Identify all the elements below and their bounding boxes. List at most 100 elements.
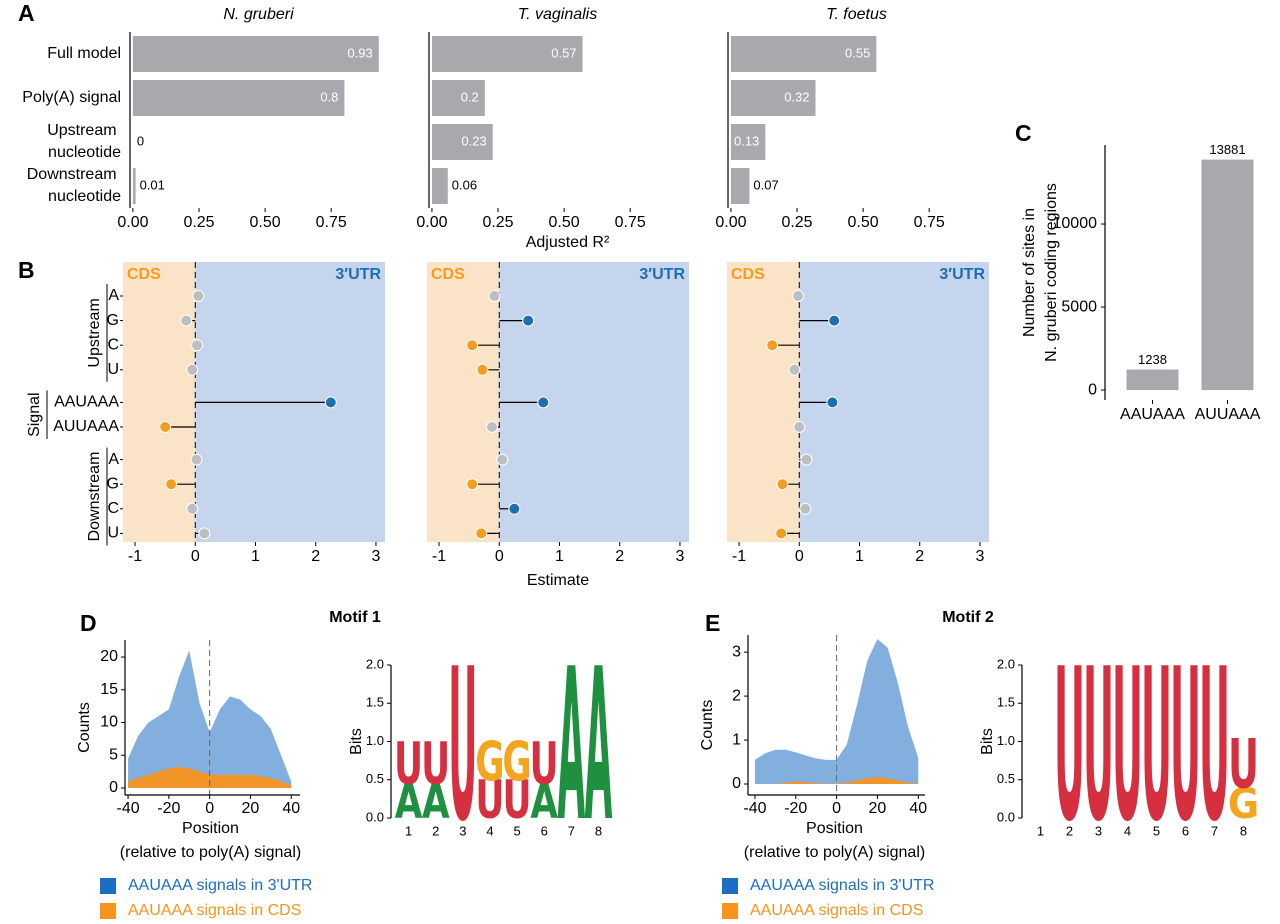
x-tick-label: -1: [432, 548, 446, 565]
bar: [431, 168, 448, 204]
point: [466, 339, 479, 352]
chart-title: Motif 2: [942, 609, 994, 626]
x-tick-label: 6: [1182, 823, 1189, 838]
x-tick-label: 3: [459, 823, 466, 838]
density-area: [754, 777, 919, 785]
bar: [431, 36, 583, 72]
x-tick-label: 4: [486, 823, 493, 838]
legend-label: AAUAAA signals in 3'UTR: [128, 877, 312, 894]
y-axis-title: Bits: [979, 728, 996, 755]
x-tick-label: 0: [832, 800, 841, 817]
y-tick-label: U: [107, 361, 119, 378]
y-tick-label: 10: [100, 714, 118, 731]
y-tick-label: 0: [1088, 381, 1097, 398]
x-tick-label: 1: [555, 548, 564, 565]
logo-letter: U: [1054, 623, 1085, 868]
logo-letter: A: [395, 774, 423, 829]
x-tick-label: 6: [541, 823, 548, 838]
panel-label: C: [1015, 120, 1032, 146]
bar: [132, 168, 136, 204]
x-tick-label: 7: [568, 823, 575, 838]
y-tick-label: C: [107, 336, 119, 353]
x-tick-label: 2: [615, 548, 624, 565]
region: [427, 262, 500, 542]
x-tick-label: 5: [513, 823, 520, 838]
point: [475, 527, 488, 540]
value-label: 1238: [1138, 352, 1167, 367]
bar: [431, 80, 485, 116]
point: [488, 290, 501, 302]
x-tick-label: 0: [191, 548, 200, 565]
point: [159, 421, 172, 433]
y-tick-label: 1.5: [997, 695, 1015, 710]
point: [508, 502, 521, 515]
y-tick-label: 0.0: [997, 809, 1015, 824]
x-tick-label: 0: [495, 548, 504, 565]
x-axis-title: (relative to poly(A) signal): [120, 844, 301, 861]
point: [165, 478, 178, 491]
value-label: 0.57: [551, 45, 576, 60]
point: [792, 290, 805, 302]
x-tick-label: 1: [855, 548, 864, 565]
y-tick-label: 15: [100, 681, 118, 698]
point: [198, 527, 211, 540]
y-tick-label: 0.5: [366, 771, 384, 786]
x-tick-label: 2: [311, 548, 320, 565]
point: [799, 502, 812, 515]
x-tick-label: 0: [795, 548, 804, 565]
value-label: 0.2: [461, 89, 479, 104]
point: [826, 396, 839, 409]
bar: [730, 80, 816, 116]
bar: [132, 36, 379, 72]
y-axis-title: Counts: [699, 700, 716, 751]
x-tick-label: 0.25: [183, 214, 214, 231]
y-tick-label: AUUAAA: [53, 418, 119, 435]
panel-label: E: [705, 610, 720, 636]
value-label: 0.8: [320, 89, 338, 104]
logo-letter: U: [448, 624, 477, 868]
x-tick-label: 0.00: [715, 214, 746, 231]
value-label: 0: [137, 133, 144, 148]
x-axis-title: Estimate: [527, 572, 589, 589]
x-tick-label: 0.50: [848, 214, 879, 231]
legend-swatch: [722, 903, 738, 919]
y-tick-label: G: [107, 475, 119, 492]
point: [190, 453, 203, 466]
x-tick-label: 0.50: [250, 214, 281, 231]
point: [191, 339, 204, 352]
x-tick-label: 8: [1240, 823, 1247, 838]
bar: [1201, 159, 1254, 391]
x-tick-label: -20: [784, 800, 807, 817]
point: [537, 396, 550, 409]
point: [522, 314, 535, 327]
bar: [730, 36, 877, 72]
y-axis-title: Bits: [348, 728, 365, 755]
value-label: 0.06: [452, 177, 477, 192]
density-area: [128, 650, 292, 788]
point: [476, 363, 489, 376]
y-axis-title: Counts: [76, 702, 93, 753]
x-tick-label: 0: [205, 800, 214, 817]
point: [496, 453, 509, 466]
x-tick-label: AAUAAA: [1120, 406, 1185, 423]
x-tick-label: 2: [915, 548, 924, 565]
point: [776, 478, 789, 491]
region: [123, 262, 196, 542]
point: [788, 363, 801, 376]
value-label: 0.07: [753, 177, 778, 192]
logo-letter: U: [475, 769, 504, 831]
logo-letter: A: [422, 774, 450, 829]
point: [466, 478, 479, 491]
category-label: Downstream nucleotide: [27, 166, 121, 205]
logo-letter: U: [1228, 726, 1259, 805]
logo-letter: U: [530, 731, 559, 798]
y-tick-label: 1: [732, 731, 741, 748]
logo-letter: G: [1228, 780, 1259, 828]
value-label: 0.23: [461, 133, 486, 148]
x-tick-label: 7: [1211, 823, 1218, 838]
x-tick-label: 2: [432, 823, 439, 838]
x-tick-label: 2: [1066, 823, 1073, 838]
chart-title: Motif 1: [329, 609, 381, 626]
x-tick-label: 8: [595, 823, 602, 838]
x-tick-label: 3: [976, 548, 985, 565]
